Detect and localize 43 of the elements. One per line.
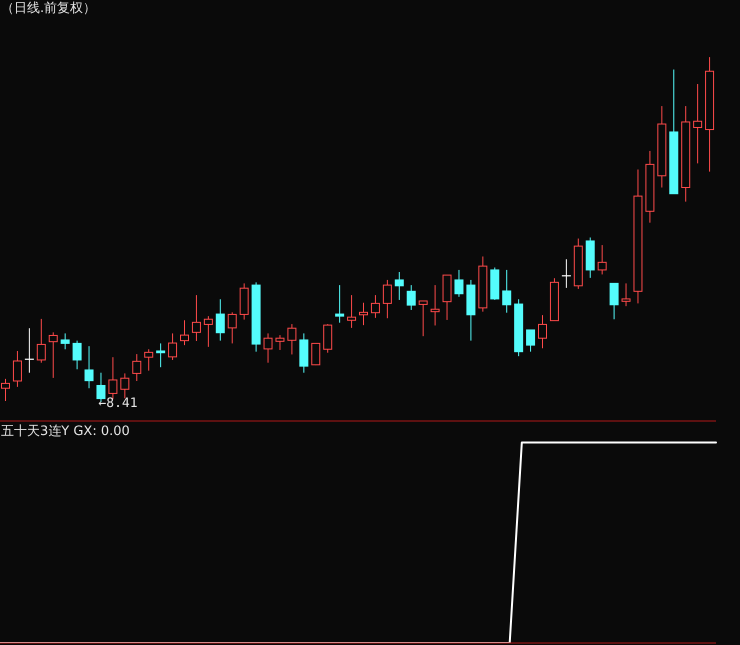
candlestick <box>72 340 82 370</box>
candlestick <box>204 316 213 348</box>
candlestick <box>275 334 284 350</box>
candlestick <box>430 284 440 326</box>
candlestick <box>598 244 607 275</box>
candlestick <box>370 294 380 318</box>
candlestick <box>502 269 512 314</box>
chart-title: （日线.前复权） <box>1 1 96 17</box>
candlestick <box>168 332 178 360</box>
candlestick <box>24 328 34 374</box>
candlestick <box>48 332 58 378</box>
candlestick <box>60 332 70 350</box>
chart-title: 五十天3连Y GX: 0.00 <box>1 424 130 440</box>
candlestick <box>406 284 416 310</box>
candlestick <box>418 300 428 337</box>
candlestick <box>347 294 356 328</box>
candlestick <box>335 284 344 324</box>
candlestick <box>192 294 201 342</box>
candlestick <box>84 346 94 389</box>
candlestick <box>216 298 225 342</box>
candlestick <box>132 354 142 382</box>
annotation: ←8.41 <box>98 396 138 412</box>
candlestick <box>1 378 10 402</box>
candlestick <box>36 318 46 364</box>
candlestick <box>538 314 547 349</box>
candlestick <box>561 258 572 288</box>
candlestick <box>12 350 22 388</box>
candlestick <box>622 282 631 307</box>
candlestick <box>287 324 296 355</box>
candlestick <box>454 269 464 298</box>
candlestick <box>359 302 368 326</box>
candlestick <box>693 84 702 164</box>
candlestick <box>228 312 237 344</box>
candlestick <box>311 342 320 366</box>
candlestick <box>144 348 154 372</box>
candlestick <box>264 332 273 364</box>
candlestick <box>156 342 166 368</box>
candlestick <box>610 282 619 320</box>
candlestick <box>382 279 392 319</box>
candlestick <box>180 320 189 346</box>
candlestick <box>526 329 536 352</box>
candlestick <box>120 372 130 399</box>
candlestick <box>394 271 404 300</box>
